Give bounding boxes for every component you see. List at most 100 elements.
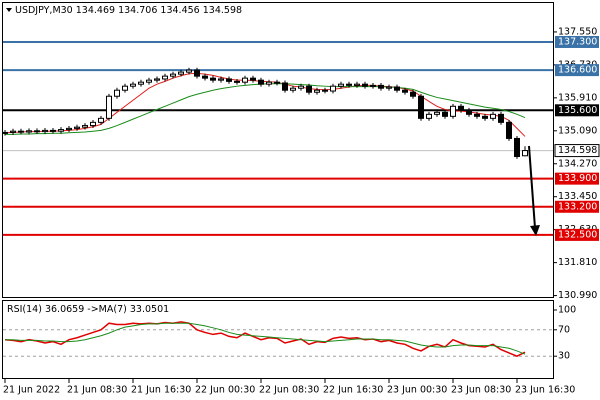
ohlc-open: 134.469 bbox=[76, 5, 115, 16]
candle-body bbox=[482, 115, 488, 119]
rsi-panel bbox=[2, 300, 554, 379]
candle-body bbox=[114, 89, 120, 97]
series-last-value: 36.0659 bbox=[45, 304, 84, 315]
level-label: 132.500 bbox=[558, 229, 597, 240]
candle-body bbox=[282, 82, 288, 91]
candle-body bbox=[154, 78, 160, 81]
candle-body bbox=[226, 78, 232, 82]
candle-body bbox=[314, 89, 320, 93]
ohlc-low: 134.456 bbox=[160, 5, 199, 16]
candle-body bbox=[170, 73, 176, 77]
candle-body bbox=[394, 86, 400, 91]
candle-body bbox=[194, 69, 200, 77]
panel-arrow-icon bbox=[6, 8, 12, 12]
current-price-label: 134.598 bbox=[558, 145, 597, 156]
ohlc-high: 134.706 bbox=[118, 5, 157, 16]
candle-body bbox=[234, 80, 240, 83]
candle-body bbox=[210, 77, 216, 81]
level-label-box bbox=[555, 35, 599, 48]
candle-body bbox=[162, 75, 168, 80]
x-tick-label: 21 Jun 08:30 bbox=[67, 385, 127, 396]
series-last-value: 33.0501 bbox=[130, 304, 169, 315]
candle-body bbox=[490, 113, 496, 119]
ohlc-close: 134.598 bbox=[203, 5, 242, 16]
symbol-header: USDJPY,M30 134.469 134.706 134.456 134.5… bbox=[15, 5, 242, 16]
y-tick-label: 133.450 bbox=[558, 191, 597, 202]
x-tick-label: 22 Jun 00:30 bbox=[195, 385, 255, 396]
candle-body bbox=[98, 117, 104, 123]
candle-body bbox=[306, 85, 312, 93]
candle-body bbox=[178, 71, 184, 75]
candle-body bbox=[138, 81, 144, 85]
moving-average bbox=[4, 72, 526, 137]
x-tick-label: 23 Jun 08:30 bbox=[451, 385, 511, 396]
candle-body bbox=[354, 83, 360, 86]
level-label: 136.600 bbox=[558, 65, 597, 76]
y-tick-label: 131.810 bbox=[558, 257, 597, 268]
candle-body bbox=[42, 129, 48, 133]
candle-body bbox=[506, 121, 512, 139]
annotation-arrowhead bbox=[530, 225, 540, 236]
x-tick-label: 22 Jun 08:30 bbox=[259, 385, 319, 396]
y-tick-label: 137.550 bbox=[558, 26, 597, 37]
y-tick-label: 30 bbox=[558, 351, 570, 362]
y-tick-label: 70 bbox=[558, 324, 570, 335]
rsi-line bbox=[4, 321, 526, 358]
x-tick-label: 23 Jun 16:30 bbox=[515, 385, 575, 396]
level-label: 135.600 bbox=[558, 105, 597, 116]
y-tick-label: 135.090 bbox=[558, 125, 597, 136]
candle-body bbox=[50, 129, 56, 132]
current-price-box bbox=[554, 144, 600, 158]
candle-body bbox=[346, 83, 352, 86]
level-label: 133.900 bbox=[558, 173, 597, 184]
level-label-box bbox=[555, 104, 599, 117]
x-tick-label: 22 Jun 16:30 bbox=[323, 385, 383, 396]
x-tick-label: 21 Jun 2022 bbox=[3, 385, 60, 396]
candle-body bbox=[106, 95, 112, 119]
level-label: 133.200 bbox=[558, 201, 597, 212]
candle-body bbox=[18, 130, 24, 133]
annotation-arrow bbox=[528, 145, 536, 229]
candle-body bbox=[66, 127, 72, 131]
series-name: RSI(14) bbox=[7, 304, 42, 315]
y-tick-label: 100 bbox=[558, 305, 576, 316]
candle-body bbox=[450, 105, 456, 117]
candle-body bbox=[298, 85, 304, 89]
series-name: ->MA(7) bbox=[87, 304, 127, 315]
level-label-box bbox=[555, 200, 599, 213]
x-tick-label: 23 Jun 00:30 bbox=[387, 385, 447, 396]
candle-body bbox=[290, 87, 296, 91]
candle-body bbox=[514, 137, 520, 158]
rsi-line bbox=[5, 322, 526, 355]
candle-body bbox=[458, 105, 464, 111]
candle-body bbox=[218, 78, 224, 81]
candle-body bbox=[58, 129, 64, 132]
price-panel bbox=[2, 2, 554, 298]
candle-body bbox=[466, 109, 472, 115]
candle-body bbox=[362, 83, 368, 87]
x-tick-label: 21 Jun 16:30 bbox=[131, 385, 191, 396]
candle-body bbox=[442, 111, 448, 117]
candle-body bbox=[82, 125, 88, 128]
y-tick-label: 130.990 bbox=[558, 290, 597, 301]
candle-body bbox=[370, 84, 376, 87]
level-label-box bbox=[555, 64, 599, 77]
candle-body bbox=[434, 111, 440, 115]
candle-body bbox=[10, 130, 16, 133]
level-label-box bbox=[555, 228, 599, 241]
candle-body bbox=[2, 131, 8, 134]
level-label-box bbox=[555, 172, 599, 185]
candle-body bbox=[250, 77, 256, 81]
candle-body bbox=[26, 130, 32, 133]
candle-body bbox=[522, 150, 528, 157]
candle-body bbox=[146, 79, 152, 83]
candle-body bbox=[498, 113, 504, 123]
moving-average bbox=[5, 83, 526, 135]
candle-body bbox=[378, 84, 384, 89]
candle-body bbox=[74, 126, 80, 129]
candle-body bbox=[402, 89, 408, 93]
candle-body bbox=[386, 86, 392, 89]
candle-body bbox=[322, 89, 328, 92]
